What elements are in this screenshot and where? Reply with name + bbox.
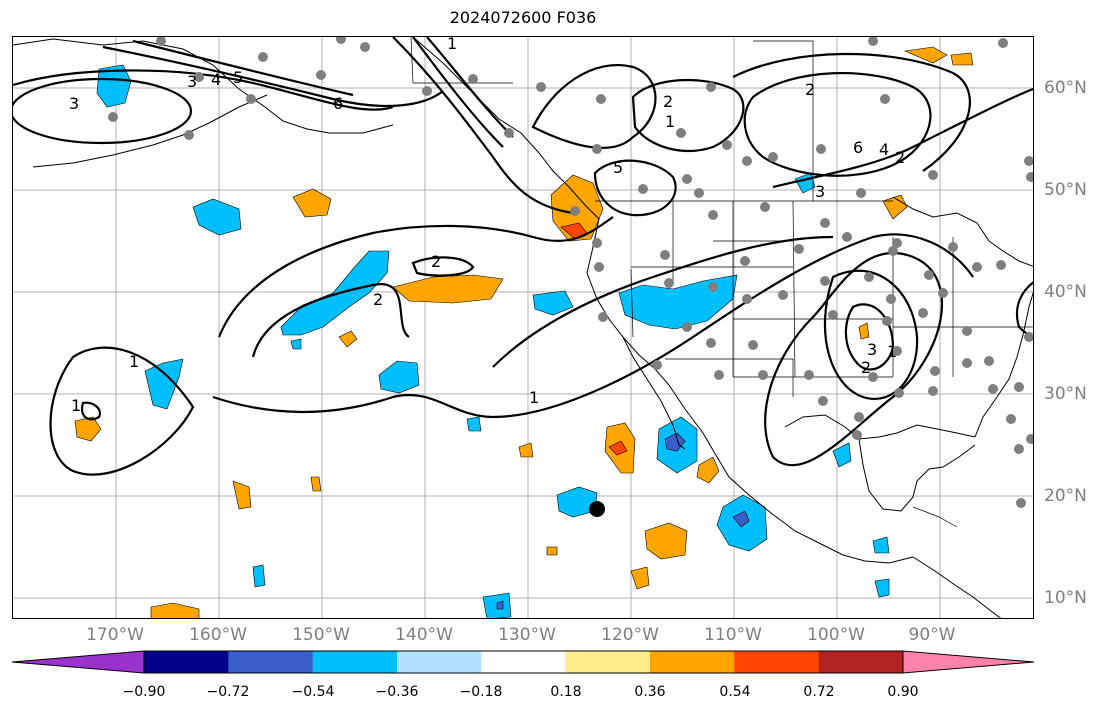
- colorbar-tick-label: −0.36: [375, 684, 419, 700]
- latitude-label: 10°N: [1044, 588, 1087, 608]
- contour-label: 2: [373, 290, 383, 309]
- contour-label: 1: [129, 352, 139, 371]
- contour-label: 2: [431, 252, 441, 271]
- colorbar-tick-label: 0.72: [803, 684, 835, 700]
- contour-label: 1: [447, 37, 457, 53]
- contour-label: 5: [613, 158, 623, 177]
- contour-label: 3: [187, 72, 197, 91]
- contour-label: 2: [895, 148, 905, 167]
- colorbar-tick-label: −0.54: [291, 684, 335, 700]
- contour-label: 4: [879, 140, 889, 159]
- contour-label: 3: [815, 182, 825, 201]
- colorbar-tick-label: −0.72: [206, 684, 250, 700]
- contour-label: 1: [887, 342, 897, 361]
- colorbar: [11, 650, 1035, 674]
- longitude-label: 110°W: [704, 625, 762, 645]
- colorbar-tick-label: 0.54: [719, 684, 751, 700]
- colorbar-segment: [650, 651, 735, 673]
- colorbar-segment: [818, 651, 904, 673]
- colorbar-tick-label: −0.90: [122, 684, 166, 700]
- latitude-label: 30°N: [1044, 384, 1087, 404]
- latitude-label: 60°N: [1044, 78, 1087, 98]
- colorbar-tick-label: 0.90: [887, 684, 919, 700]
- coastlines: [13, 37, 1033, 618]
- contour-label-group: 3 3 4 5 6 1 2 1 2 5 6 4 3 2 2 1 1 1 2 3 …: [69, 37, 905, 415]
- colorbar-segment: [565, 651, 651, 673]
- colorbar-tick-label: 0.18: [550, 684, 582, 700]
- colorbar-segment: [144, 651, 229, 673]
- colorbar-segment: [12, 651, 144, 673]
- colorbar-left-extension: [11, 650, 145, 674]
- contour-label: 6: [853, 138, 863, 157]
- contour-label: 1: [665, 112, 675, 131]
- colorbar-right-extension: [902, 650, 1035, 674]
- longitude-label: 100°W: [807, 625, 865, 645]
- contour-label: 2: [663, 92, 673, 111]
- latitude-label: 50°N: [1044, 180, 1087, 200]
- forecast-map: 3 3 4 5 6 1 2 1 2 5 6 4 3 2 2 1 1 1 2 3 …: [13, 37, 1033, 618]
- map-title: 2024072600 F036: [449, 8, 597, 27]
- colorbar-segment: [228, 651, 314, 673]
- contours: [13, 37, 1033, 476]
- longitude-label: 130°W: [498, 625, 556, 645]
- graticule: [13, 37, 1033, 618]
- contour-label: 3: [867, 340, 877, 359]
- longitude-label: 90°W: [908, 625, 956, 645]
- colorbar-outline: [143, 650, 904, 674]
- contour-label: 4: [211, 70, 221, 89]
- contour-label: 2: [805, 80, 815, 99]
- colorbar-segment: [903, 651, 1034, 673]
- contour-label: 1: [529, 388, 539, 407]
- colorbar-segment: [734, 651, 820, 673]
- colorbar-segment: [481, 651, 567, 673]
- colorbar-tick-label: −0.18: [459, 684, 503, 700]
- map-panel[interactable]: 3 3 4 5 6 1 2 1 2 5 6 4 3 2 2 1 1 1 2 3 …: [12, 36, 1034, 619]
- station-dots: [108, 37, 1033, 508]
- colorbar-segment: [397, 651, 482, 673]
- contour-label: 5: [233, 68, 243, 87]
- longitude-label: 140°W: [395, 625, 453, 645]
- contour-label: 2: [861, 358, 871, 377]
- latitude-label: 20°N: [1044, 486, 1087, 506]
- latitude-label: 40°N: [1044, 282, 1087, 302]
- longitude-label: 160°W: [189, 625, 247, 645]
- longitude-label: 170°W: [86, 625, 144, 645]
- colorbar-tick-label: 0.36: [634, 684, 666, 700]
- anomaly-shading: [74, 46, 974, 618]
- contour-label: 1: [71, 396, 81, 415]
- longitude-label: 150°W: [292, 625, 350, 645]
- longitude-label: 120°W: [601, 625, 659, 645]
- storm-center-marker: [589, 501, 605, 517]
- contour-label: 3: [69, 94, 79, 113]
- colorbar-segment: [312, 651, 398, 673]
- contour-label: 6: [333, 94, 343, 113]
